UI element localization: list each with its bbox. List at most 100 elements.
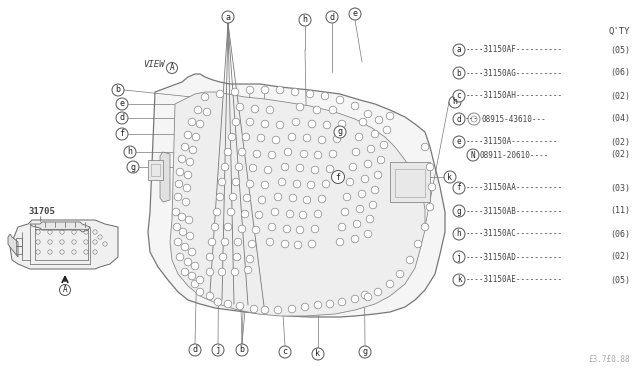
- Circle shape: [349, 8, 361, 20]
- Circle shape: [364, 110, 372, 118]
- Circle shape: [221, 238, 229, 246]
- Circle shape: [253, 150, 261, 158]
- Text: g: g: [337, 128, 342, 137]
- Circle shape: [255, 211, 263, 219]
- Circle shape: [351, 295, 359, 303]
- Circle shape: [192, 133, 200, 141]
- Text: (02): (02): [610, 253, 630, 262]
- Circle shape: [421, 143, 429, 151]
- Circle shape: [208, 238, 216, 246]
- Circle shape: [184, 171, 192, 179]
- Circle shape: [426, 203, 434, 211]
- Circle shape: [181, 243, 189, 251]
- Circle shape: [188, 248, 196, 256]
- Circle shape: [166, 62, 177, 74]
- Text: ----31150AF----------: ----31150AF----------: [466, 45, 563, 55]
- Text: 08915-43610---: 08915-43610---: [481, 115, 546, 124]
- Circle shape: [214, 298, 222, 306]
- Circle shape: [468, 113, 480, 125]
- Circle shape: [246, 118, 254, 126]
- Circle shape: [338, 120, 346, 128]
- Circle shape: [296, 226, 304, 234]
- Circle shape: [453, 44, 465, 56]
- Text: h: h: [457, 230, 461, 238]
- Text: Q'TY: Q'TY: [609, 27, 630, 36]
- Circle shape: [212, 344, 224, 356]
- Circle shape: [186, 158, 194, 166]
- Circle shape: [268, 151, 276, 159]
- Circle shape: [231, 88, 239, 96]
- Circle shape: [243, 194, 251, 202]
- Circle shape: [236, 344, 248, 356]
- Circle shape: [293, 180, 301, 188]
- Circle shape: [308, 240, 316, 248]
- Text: (11): (11): [610, 206, 630, 215]
- Text: c: c: [282, 347, 287, 356]
- Circle shape: [375, 116, 383, 124]
- Text: f: f: [457, 183, 461, 192]
- Circle shape: [301, 303, 309, 311]
- Circle shape: [204, 108, 211, 116]
- Circle shape: [453, 182, 465, 194]
- Circle shape: [296, 103, 304, 111]
- Circle shape: [224, 148, 232, 156]
- Circle shape: [116, 98, 128, 110]
- Circle shape: [261, 181, 269, 189]
- Circle shape: [184, 258, 192, 266]
- Text: VIEW: VIEW: [143, 60, 164, 69]
- Circle shape: [224, 300, 232, 308]
- Circle shape: [196, 120, 204, 128]
- Circle shape: [329, 150, 337, 158]
- Circle shape: [336, 96, 344, 104]
- Circle shape: [312, 348, 324, 360]
- Circle shape: [453, 90, 465, 102]
- Circle shape: [374, 171, 382, 179]
- Text: ----31150AC----------: ----31150AC----------: [466, 230, 563, 238]
- Bar: [151, 164, 160, 176]
- Circle shape: [232, 118, 240, 126]
- Circle shape: [231, 268, 239, 276]
- Circle shape: [222, 11, 234, 23]
- Text: f: f: [120, 129, 125, 138]
- Text: (04): (04): [610, 115, 630, 124]
- Text: c: c: [457, 92, 461, 100]
- Text: ---: ---: [465, 115, 479, 124]
- Circle shape: [232, 178, 240, 186]
- Text: g: g: [131, 163, 136, 171]
- Text: k: k: [316, 350, 321, 359]
- Circle shape: [294, 241, 302, 249]
- Text: (02): (02): [610, 92, 630, 100]
- Circle shape: [321, 92, 329, 100]
- Circle shape: [311, 166, 319, 174]
- Circle shape: [361, 175, 369, 183]
- Circle shape: [346, 178, 354, 186]
- Polygon shape: [160, 152, 170, 202]
- Circle shape: [244, 266, 252, 274]
- Circle shape: [249, 164, 257, 172]
- Circle shape: [364, 230, 372, 238]
- Circle shape: [471, 116, 477, 122]
- Circle shape: [246, 86, 254, 94]
- Circle shape: [213, 208, 221, 216]
- Circle shape: [219, 253, 227, 261]
- Circle shape: [356, 205, 364, 213]
- Circle shape: [386, 112, 394, 120]
- Text: j: j: [216, 346, 221, 355]
- Text: £3.7£0.88: £3.7£0.88: [588, 355, 630, 364]
- Circle shape: [453, 205, 465, 217]
- Circle shape: [188, 272, 196, 280]
- Circle shape: [366, 215, 374, 223]
- Circle shape: [211, 223, 219, 231]
- Text: (02): (02): [610, 138, 630, 147]
- Text: A: A: [63, 285, 67, 295]
- Circle shape: [238, 148, 246, 156]
- Circle shape: [261, 120, 269, 128]
- Circle shape: [266, 238, 274, 246]
- Circle shape: [183, 184, 191, 192]
- Circle shape: [406, 256, 414, 264]
- Circle shape: [274, 193, 282, 201]
- Circle shape: [453, 113, 465, 125]
- Circle shape: [371, 186, 379, 194]
- Circle shape: [174, 238, 182, 246]
- Circle shape: [367, 145, 375, 153]
